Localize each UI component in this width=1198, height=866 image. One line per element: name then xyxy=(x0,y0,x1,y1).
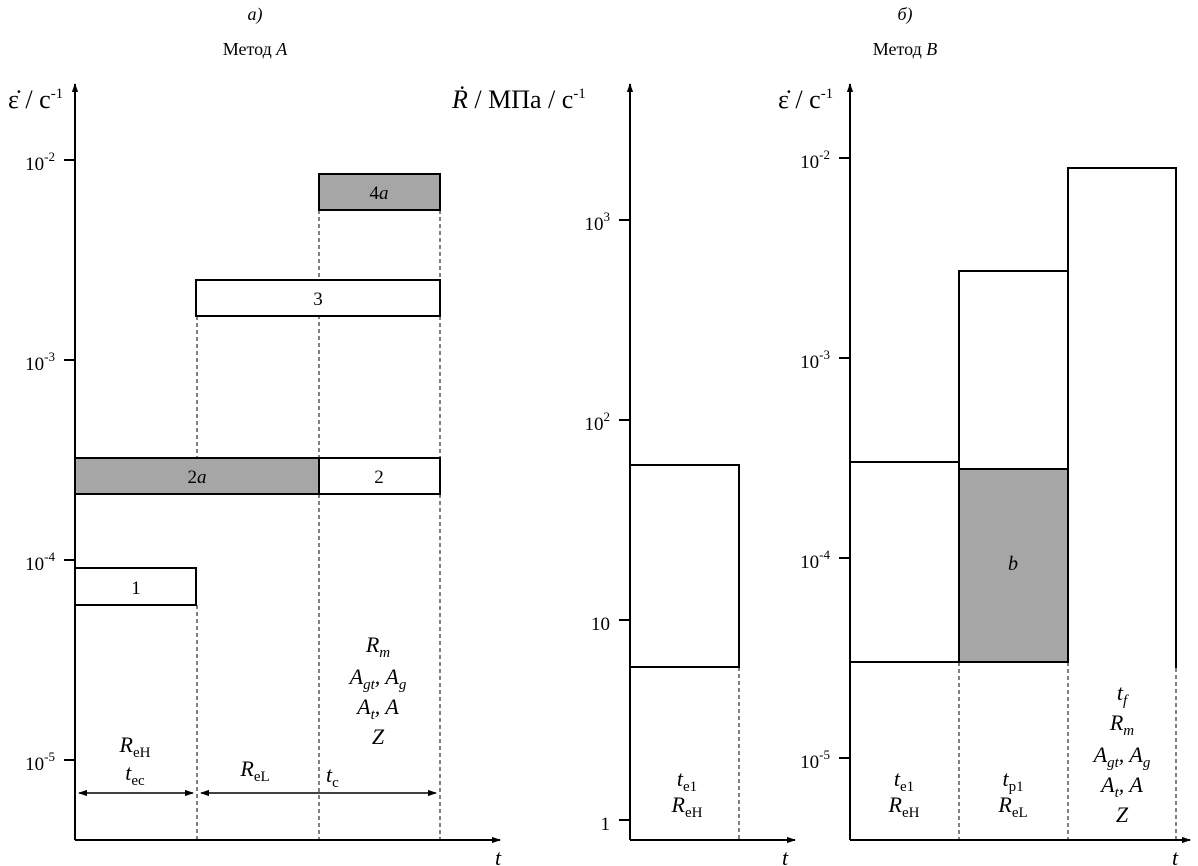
panel-b-note-tp1: tp1 xyxy=(1002,766,1023,795)
panel-a: а) Метод A ε̇ / с-1 t 10-2 10-3 10-4 10-… xyxy=(8,4,502,866)
box-3-label: 3 xyxy=(313,289,323,310)
panel-mid-tick-label: 102 xyxy=(585,409,611,435)
panel-mid: Ṙ / МПа / с-1 t 103 102 10 1 te1 ReH xyxy=(451,83,796,866)
panel-b-label: б) xyxy=(897,4,912,25)
panel-b-note-reh: ReH xyxy=(888,792,920,821)
box-2 xyxy=(318,457,441,495)
panel-mid-range-box xyxy=(629,464,740,668)
panel-mid-tick-label: 1 xyxy=(601,814,611,835)
panel-b-note-rel: ReL xyxy=(997,792,1027,821)
panel-a-note-rel: ReL xyxy=(239,756,269,785)
box-4a-label: 4a xyxy=(370,183,389,204)
panel-b: б) Метод B ε̇ / с-1 t 10-2 10-3 10-4 10-… xyxy=(778,4,1191,866)
panel-a-label: а) xyxy=(248,4,263,25)
panel-b-tick-label: 10-2 xyxy=(800,147,830,173)
panel-mid-x-label: t xyxy=(782,845,789,866)
panel-b-note-rm: Rm xyxy=(1109,710,1134,739)
panel-a-note-agt: Agt, Ag xyxy=(348,664,407,693)
panel-mid-note-te1: te1 xyxy=(677,766,697,795)
panel-b-note-tf: tf xyxy=(1117,680,1129,709)
panel-b-x-label: t xyxy=(1172,845,1179,866)
box-1 xyxy=(74,567,197,606)
panel-mid-yaxis-label: Ṙ / МПа / с-1 xyxy=(451,85,586,114)
panel-b-note-te1: te1 xyxy=(894,766,914,795)
box-3 xyxy=(195,279,441,317)
panel-a-note-at: At, A xyxy=(355,694,399,723)
box-4a xyxy=(318,173,441,211)
box-2-label: 2 xyxy=(374,467,384,488)
panel-a-note-tc: tc xyxy=(326,762,339,791)
panel-a-tick-label: 10-3 xyxy=(25,349,55,375)
panel-b-note-z: Z xyxy=(1116,802,1129,827)
panel-b-step-3 xyxy=(1067,167,1177,668)
panel-a-tick-label: 10-4 xyxy=(25,549,55,575)
panel-a-note-reh: ReH xyxy=(119,732,151,761)
panel-b-yaxis-label: ε̇ / с-1 xyxy=(778,85,833,114)
panel-a-tick-label: 10-5 xyxy=(25,749,55,775)
box-b-label: b xyxy=(1008,553,1018,575)
panel-b-tick-label: 10-4 xyxy=(800,547,830,573)
box-1-label: 1 xyxy=(131,578,141,599)
panel-b-tick-label: 10-3 xyxy=(800,347,830,373)
panel-a-tick-label: 10-2 xyxy=(25,149,55,175)
panel-mid-note-reh: ReH xyxy=(671,792,703,821)
panel-b-note-agt: Agt, Ag xyxy=(1092,742,1151,771)
panel-a-x-label: t xyxy=(495,845,502,866)
panel-mid-tick-label: 103 xyxy=(585,209,611,235)
panel-a-title: Метод A xyxy=(223,39,289,59)
panel-a-note-rm: Rm xyxy=(365,632,390,661)
panel-mid-tick-label: 10 xyxy=(591,614,610,635)
panel-b-note-at: At, A xyxy=(1099,772,1143,801)
box-2a-label: 2a xyxy=(188,467,207,488)
panel-a-note-z: Z xyxy=(372,724,385,749)
panel-a-note-tec: tec xyxy=(125,760,145,789)
panel-a-yaxis-label: ε̇ / с-1 xyxy=(8,85,63,114)
box-b xyxy=(958,468,1069,663)
panel-b-tick-label: 10-5 xyxy=(800,747,830,773)
panel-b-title: Метод B xyxy=(873,39,938,59)
